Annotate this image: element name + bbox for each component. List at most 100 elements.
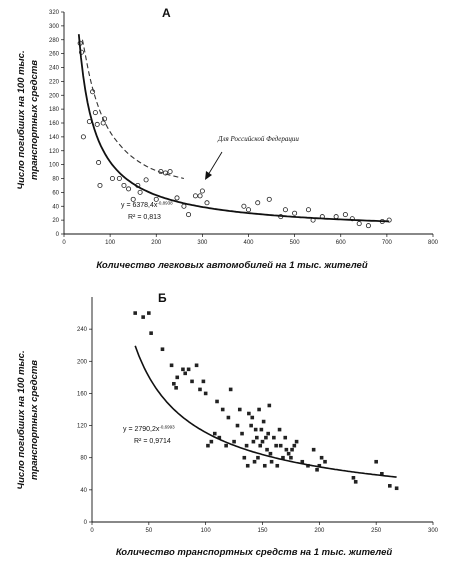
data-point [241,203,247,209]
data-point [267,403,272,408]
data-point [175,375,180,380]
data-point [203,391,208,396]
data-point [212,431,217,436]
chart-a-annotation-arrow [205,151,223,180]
chart-a-points [77,40,392,229]
y-tick-label: 20 [52,218,59,224]
y-tick-label: 180 [49,107,60,113]
data-point [266,196,272,202]
x-tick-label: 300 [428,528,439,534]
chart-b-x-axis-title: Количество транспортных средств на 1 тыс… [116,547,393,558]
x-tick-label: 500 [290,240,301,246]
y-tick-label: 0 [84,520,88,526]
x-tick-label: 250 [371,528,382,534]
chart-b-panel-label: Б [158,291,167,305]
x-tick-label: 600 [336,240,347,246]
data-point [96,160,102,166]
data-point [247,411,251,416]
data-point [174,195,180,201]
data-point [80,134,86,140]
data-point [365,223,371,229]
data-point [275,463,280,468]
y-tick-label: 240 [77,327,88,333]
data-point [250,415,255,420]
chart-a-y-axis-title-line2: транспортных средств [29,60,40,180]
chart-a-russia-curve [81,39,185,180]
data-point [194,363,199,368]
x-tick-label: 0 [90,528,94,534]
chart-b-equation-base: y = 2790,2x [123,426,160,433]
data-point [109,175,115,181]
y-tick-label: 60 [52,190,59,196]
data-point [92,110,98,116]
data-point [147,311,151,315]
data-point [281,455,285,460]
data-point [282,207,288,213]
y-tick-label: 260 [49,52,60,58]
data-point [137,189,143,195]
data-point [198,387,202,392]
data-point [143,177,149,183]
data-point [265,447,269,452]
y-tick-label: 40 [52,204,59,210]
y-tick-label: 320 [49,10,60,16]
data-point [220,407,225,412]
data-point [255,200,261,206]
data-point [121,182,127,188]
y-tick-label: 100 [49,163,60,169]
data-point [226,415,231,420]
data-point [235,423,240,428]
data-point [274,443,278,448]
data-point [90,89,96,95]
x-tick-label: 50 [145,528,152,534]
chart-a-x-ticks: 0 100 200 300 400 500 600 700 800 [62,234,439,246]
chart-b-y-axis-title-line1: Число погибших на 100 тыс. [16,350,27,489]
data-point [259,427,264,432]
data-point [141,315,145,319]
data-point [199,188,205,194]
y-tick-label: 220 [49,79,60,85]
data-point [286,451,291,456]
data-point [245,207,251,213]
data-point [272,435,276,440]
data-point [94,121,100,127]
chart-a-trendline [77,34,390,223]
data-point [255,435,259,440]
data-point [251,439,256,444]
chart-a-axes [63,12,433,235]
data-point [232,439,236,444]
data-point [277,427,282,432]
chart-a-x-axis-title: Количество легковых автомобилей на 1 тыс… [96,260,367,271]
chart-a-y-axis-title-line1: Число погибших на 100 тыс. [16,50,27,189]
data-point [183,371,188,376]
chart-a-equation-exponent: -0,8938 [157,201,173,206]
chart-b-y-ticks: 0 40 80 120 160 200 240 [77,327,92,526]
chart-a: 0 20 40 60 80 100 120 140 160 180 200 220 240 260 280 3… [16,6,439,271]
y-tick-label: 0 [56,232,60,238]
data-point [353,480,358,484]
data-point [388,484,392,488]
data-point [133,311,137,315]
chart-b-y-axis-title-line2: транспортных средств [29,360,40,480]
data-point [356,221,362,227]
x-tick-label: 800 [428,240,439,246]
data-point [311,447,316,452]
y-tick-label: 80 [80,456,87,462]
data-point [305,207,311,213]
data-point [264,435,268,440]
data-point [174,386,178,390]
x-tick-label: 100 [201,528,212,534]
chart-b-axes [91,297,433,523]
data-point [266,431,270,436]
data-point [300,459,305,464]
data-point [294,439,299,444]
data-point [249,423,253,428]
chart-b-points [133,311,399,491]
chart-a-annotation: Для Российской Федерации [217,135,299,143]
y-tick-label: 120 [49,149,60,155]
chart-a-r-squared: R² = 0,813 [128,214,161,221]
data-point [206,443,210,448]
y-tick-label: 200 [49,93,60,99]
data-point [97,182,103,188]
